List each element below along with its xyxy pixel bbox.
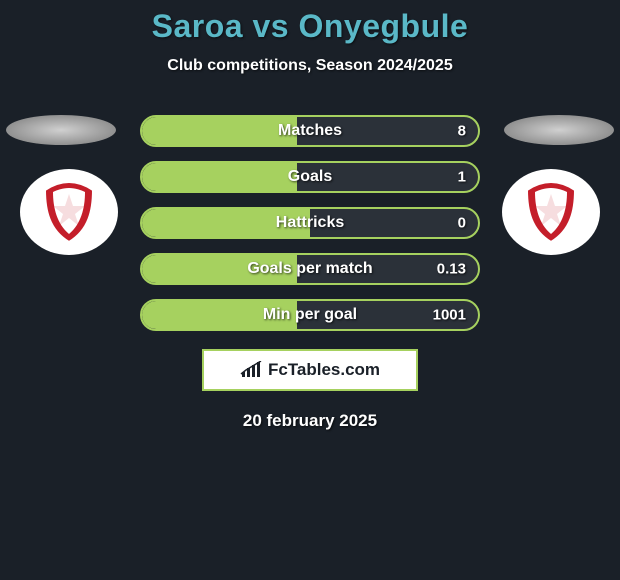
badge-bg-right bbox=[502, 169, 600, 255]
stat-row: Min per goal 1001 bbox=[140, 299, 480, 331]
bar-chart-icon bbox=[240, 361, 262, 379]
stat-row: Goals 1 bbox=[140, 161, 480, 193]
subtitle: Club competitions, Season 2024/2025 bbox=[0, 57, 620, 75]
date-text: 20 february 2025 bbox=[0, 411, 620, 431]
player-disc-left bbox=[6, 115, 116, 145]
stat-row: Matches 8 bbox=[140, 115, 480, 147]
stat-value-right: 1 bbox=[458, 169, 466, 186]
brand-text: FcTables.com bbox=[268, 360, 380, 380]
stat-value-right: 0.13 bbox=[437, 261, 466, 278]
club-badge-right bbox=[502, 169, 600, 255]
shield-icon bbox=[523, 180, 579, 244]
stat-value-right: 1001 bbox=[433, 307, 466, 324]
brand-box[interactable]: FcTables.com bbox=[202, 349, 418, 391]
stat-label: Hattricks bbox=[276, 214, 344, 232]
stat-label: Matches bbox=[278, 122, 342, 140]
stat-label: Goals per match bbox=[247, 260, 372, 278]
stat-fill bbox=[142, 163, 297, 191]
page-title: Saroa vs Onyegbule bbox=[0, 8, 620, 45]
stat-value-right: 8 bbox=[458, 123, 466, 140]
content-area: Matches 8 Goals 1 Hattricks 0 Goals per … bbox=[0, 115, 620, 431]
stat-label: Goals bbox=[288, 168, 332, 186]
player-disc-right bbox=[504, 115, 614, 145]
club-badge-left bbox=[20, 169, 118, 255]
shield-icon bbox=[41, 180, 97, 244]
stat-value-right: 0 bbox=[458, 215, 466, 232]
stat-label: Min per goal bbox=[263, 306, 357, 324]
stat-rows: Matches 8 Goals 1 Hattricks 0 Goals per … bbox=[140, 115, 480, 331]
badge-bg-left bbox=[20, 169, 118, 255]
stat-row: Goals per match 0.13 bbox=[140, 253, 480, 285]
stat-fill bbox=[142, 117, 297, 145]
stat-row: Hattricks 0 bbox=[140, 207, 480, 239]
comparison-card: Saroa vs Onyegbule Club competitions, Se… bbox=[0, 0, 620, 431]
